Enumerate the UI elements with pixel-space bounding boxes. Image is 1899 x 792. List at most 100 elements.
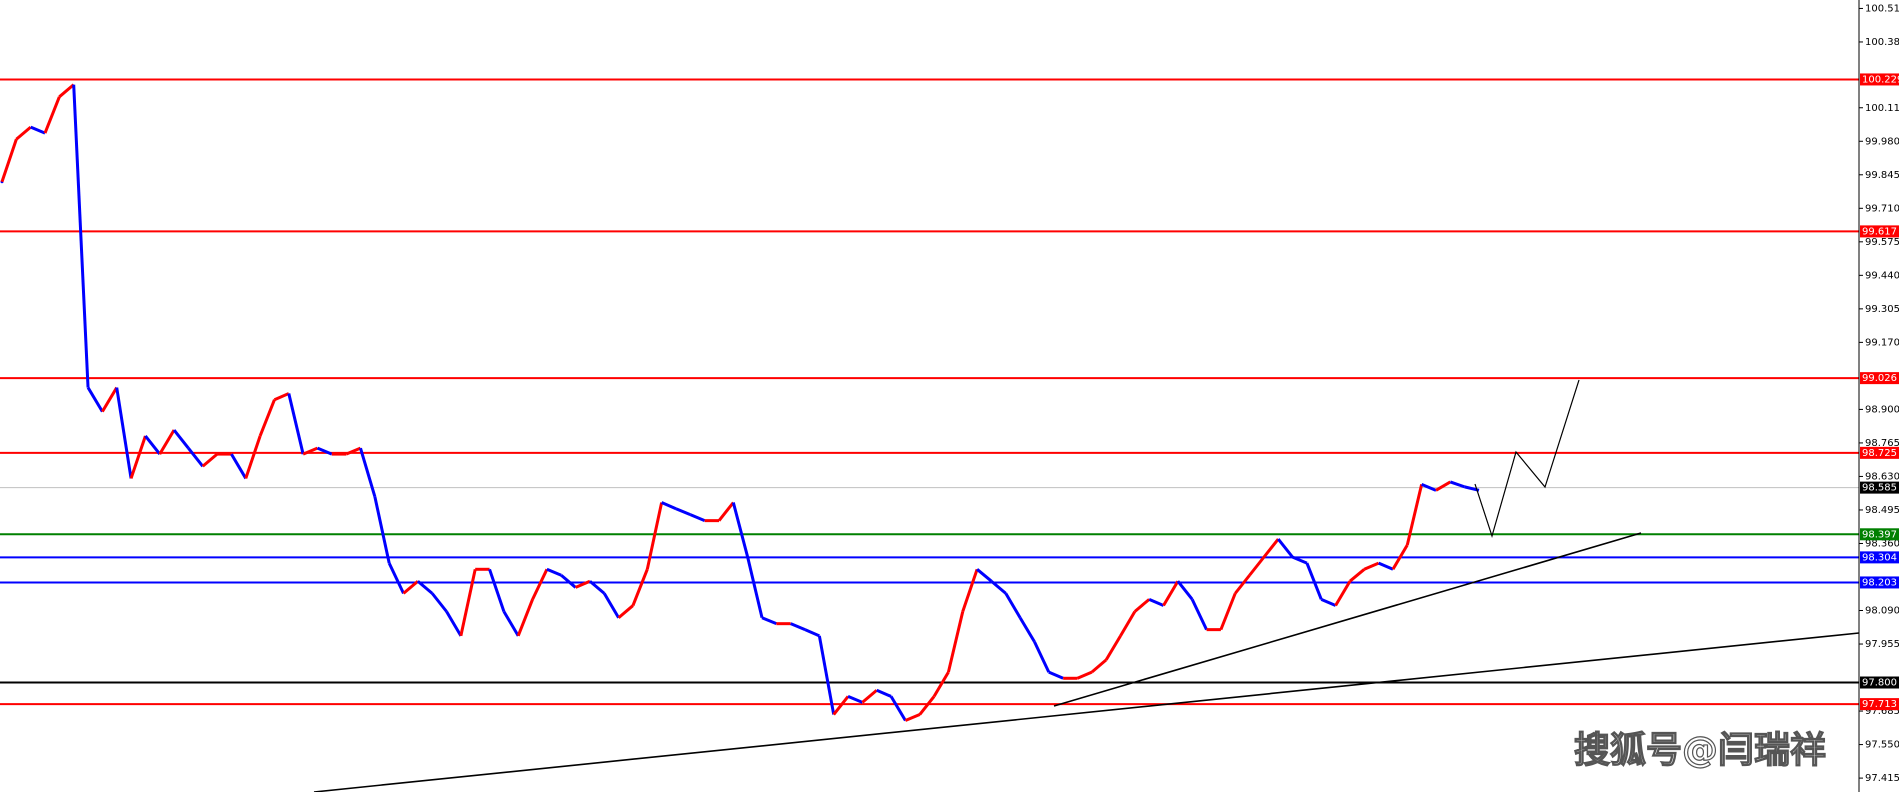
price-segment (631, 568, 649, 607)
y-tick-label: 97.550 (1865, 740, 1899, 751)
level-label: 98.725 (1862, 448, 1897, 459)
level-label: 97.713 (1862, 699, 1897, 710)
price-segment (675, 507, 691, 517)
price-segment (316, 446, 333, 456)
price-segment (1148, 597, 1165, 607)
price-segment (15, 125, 32, 141)
price-segment (946, 611, 965, 673)
price-segment (387, 562, 405, 595)
price-segment (832, 695, 850, 716)
price-segment (144, 435, 161, 456)
price-segment (961, 568, 979, 612)
level-label: 97.800 (1862, 678, 1897, 689)
price-segment (43, 96, 61, 134)
y-tick-label: 99.710 (1865, 203, 1899, 214)
price-segment (861, 689, 878, 704)
price-segment (502, 610, 520, 637)
price-segment (416, 580, 434, 595)
price-segment (1162, 580, 1180, 607)
price-segment (158, 429, 176, 455)
price-segment (172, 429, 190, 450)
price-segment (1076, 670, 1093, 680)
price-segment (1104, 635, 1122, 661)
price-segment (847, 695, 863, 704)
trend-lines (313, 379, 1860, 792)
y-tick-label: 100.115 (1865, 103, 1899, 114)
price-segment (531, 568, 549, 600)
level-label: 98.585 (1862, 483, 1897, 494)
price-segment (1176, 580, 1194, 601)
price-segment (1048, 670, 1064, 680)
y-tick-label: 98.360 (1865, 538, 1899, 549)
level-label: 99.617 (1862, 226, 1897, 237)
price-segment (1363, 561, 1380, 571)
price-segment (804, 628, 820, 638)
price-segment (258, 399, 276, 437)
level-label-box (1860, 698, 1899, 711)
level-label-box (1860, 225, 1899, 238)
y-tick-label: 99.980 (1865, 136, 1899, 147)
y-tick-label: 100.380 (1865, 37, 1899, 48)
price-segment (1378, 561, 1394, 571)
y-tick-label: 97.415 (1865, 773, 1899, 784)
trend-line (1053, 532, 1642, 707)
price-segment (689, 513, 706, 523)
price-segment (431, 592, 448, 613)
price-segment (345, 446, 362, 456)
price-segment (287, 393, 305, 455)
y-tick-label: 99.440 (1865, 270, 1899, 281)
level-label-box (1860, 481, 1899, 494)
level-label-box (1860, 528, 1899, 541)
price-segment (516, 598, 534, 637)
y-tick-label: 99.170 (1865, 337, 1899, 348)
price-segment (30, 125, 46, 135)
price-segment (1305, 562, 1323, 600)
price-segment (560, 574, 577, 589)
price-segment (904, 713, 921, 722)
projection-path (1474, 379, 1580, 539)
price-segment (645, 502, 664, 570)
price-segment (546, 567, 562, 577)
price-segment (1449, 480, 1466, 489)
price-segment (876, 688, 892, 698)
y-tick-label: 100.515 (1865, 3, 1899, 14)
price-segment (1292, 555, 1308, 565)
price-segment (488, 568, 506, 612)
price-segment (86, 386, 104, 413)
level-label: 98.304 (1862, 552, 1897, 563)
price-segment (1334, 580, 1352, 607)
price-segment (445, 610, 463, 637)
price-segment (187, 447, 204, 468)
level-label-box (1860, 73, 1899, 86)
price-segment (731, 502, 750, 558)
price-segment (1248, 556, 1266, 577)
price-segment (373, 496, 391, 564)
price-segment (1405, 484, 1424, 546)
price-segment (661, 501, 677, 511)
price-segment (1421, 483, 1437, 492)
price-segment (602, 592, 620, 619)
price-segment (932, 671, 950, 698)
price-segment (244, 435, 262, 479)
price-segment (790, 622, 806, 632)
price-segment (1348, 568, 1366, 583)
price-segment (817, 635, 836, 715)
y-tick-label: 99.845 (1865, 170, 1899, 181)
price-segment (115, 387, 133, 479)
level-label-box (1860, 446, 1899, 459)
level-label-box (1860, 372, 1899, 385)
price-segment (58, 83, 75, 98)
price-axis: 100.515 100.380 100.115 99.980 99.845 99.710 9… (1859, 3, 1899, 784)
y-tick-label: 98.495 (1865, 505, 1899, 516)
price-segment (1234, 574, 1251, 595)
price-segment (1277, 538, 1294, 559)
level-label: 99.026 (1862, 373, 1897, 384)
price-segment (1090, 658, 1108, 674)
price-segment (302, 446, 319, 456)
price-segment (617, 604, 634, 619)
y-tick-label: 97.685 (1865, 706, 1899, 717)
y-tick-label: 98.630 (1865, 471, 1899, 482)
price-segment (717, 501, 735, 522)
